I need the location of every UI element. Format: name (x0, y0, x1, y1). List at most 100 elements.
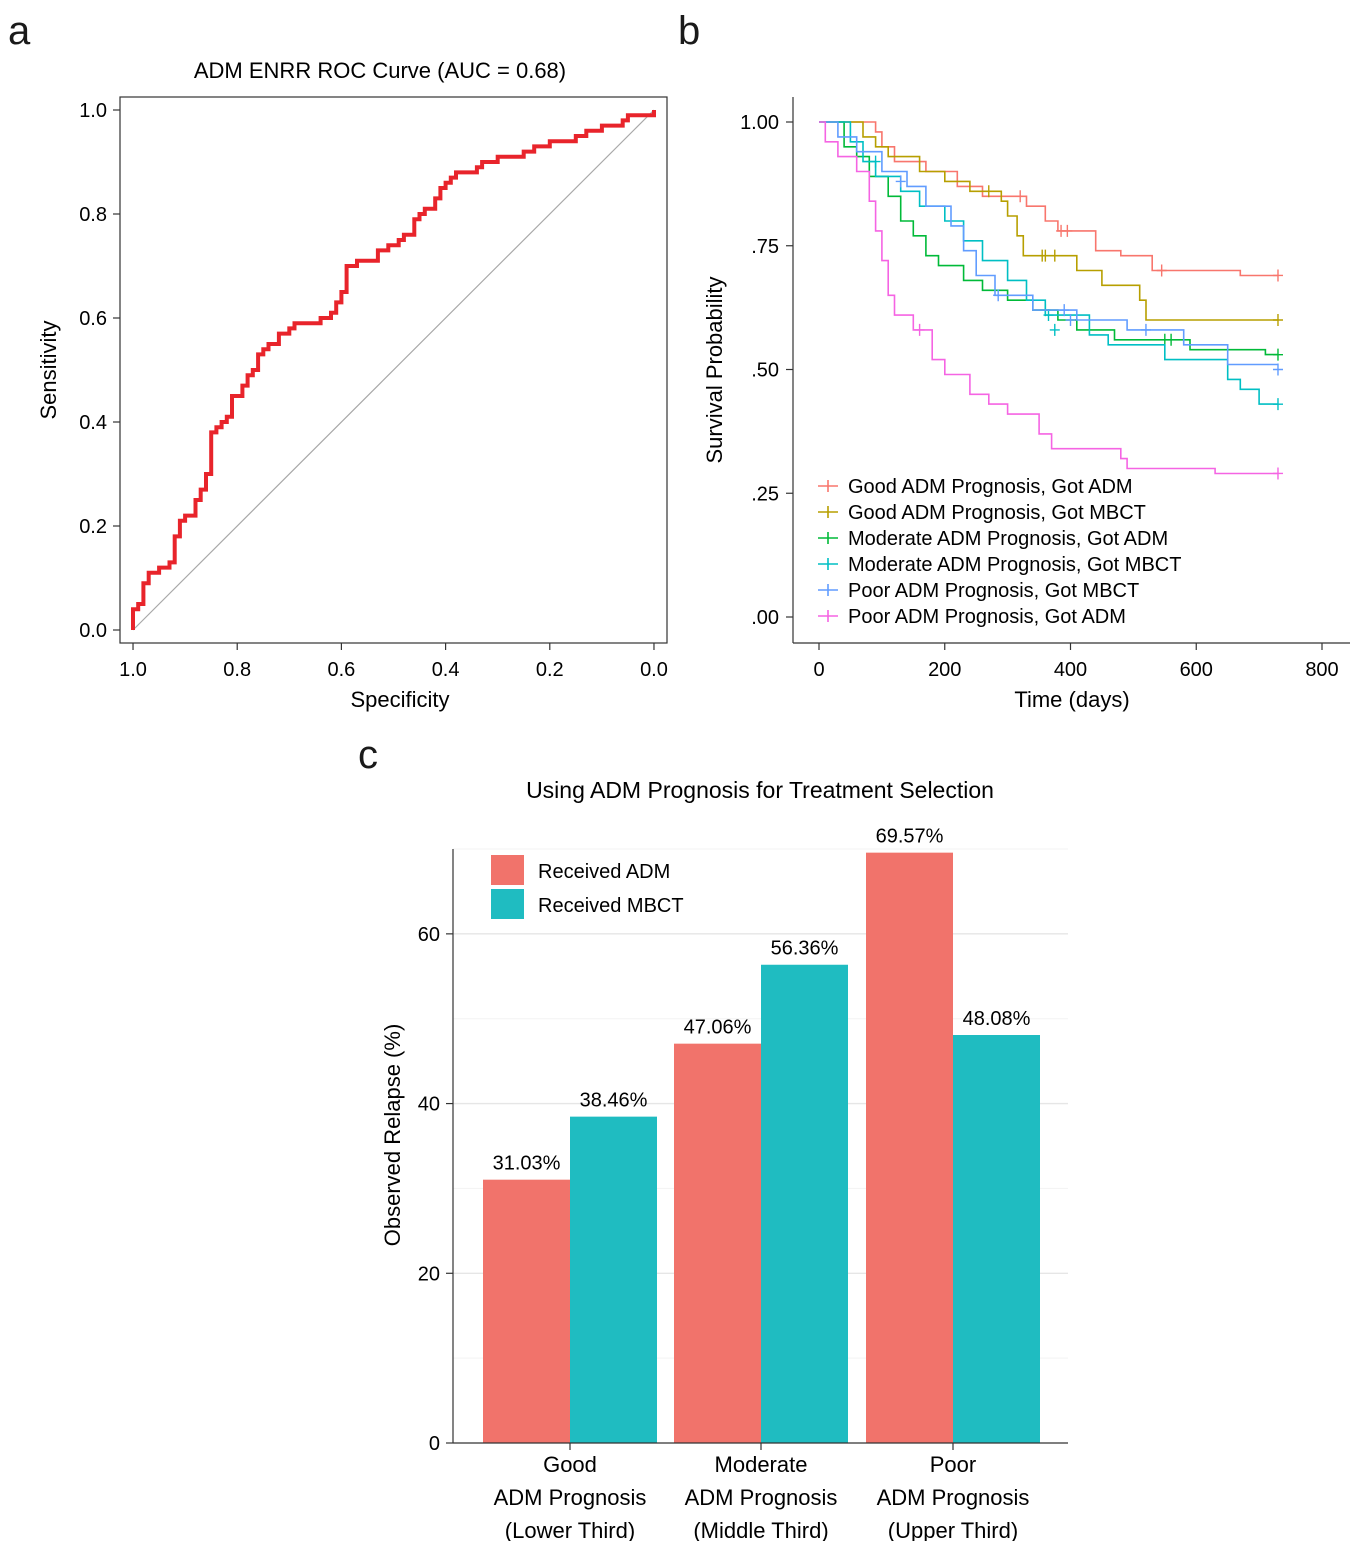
bar-y-tick-label: 40 (418, 1094, 440, 1116)
km-legend-item: Moderate ADM Prognosis, Got ADM (818, 528, 1168, 550)
km-legend-item: Good ADM Prognosis, Got MBCT (818, 502, 1146, 524)
km-legend-label: Moderate ADM Prognosis, Got ADM (848, 528, 1168, 550)
km-x-label: Time (days) (1014, 687, 1129, 712)
bar-category-label: (Upper Third) (888, 1518, 1018, 1541)
km-censor-mark (993, 289, 1004, 302)
km-y-tick-label: .50 (751, 360, 779, 382)
roc-y-tick-label: 0.2 (79, 516, 107, 538)
km-censor-mark (1166, 333, 1177, 346)
bar-category-label: Poor (930, 1452, 976, 1477)
roc-x-label: Specificity (350, 687, 449, 712)
bar-adm-1 (483, 1179, 570, 1443)
km-censor-mark (870, 155, 881, 168)
km-y-tick-label: 1.00 (740, 112, 779, 134)
km-censor-mark (1015, 190, 1026, 203)
km-y-tick-label: .25 (751, 483, 779, 505)
km-censor-mark (914, 323, 925, 336)
km-legend-swatch (818, 558, 838, 570)
bar-category-label: (Middle Third) (693, 1518, 828, 1541)
km-legend-label: Moderate ADM Prognosis, Got MBCT (848, 554, 1181, 576)
bar-y-tick-label: 20 (418, 1263, 440, 1285)
km-legend-swatch (818, 506, 838, 518)
km-censor-mark (1049, 323, 1060, 336)
bar-mbct-3 (953, 1035, 1040, 1443)
km-x-tick-label: 600 (1180, 659, 1213, 681)
km-y-tick-label: .00 (751, 607, 779, 629)
survival-chart: 0 200 400 600 800 .00 .25 .50 .75 1.00 Good ADM … (702, 97, 1350, 712)
km-censor-mark (1272, 314, 1283, 326)
km-censor-mark (1062, 224, 1073, 237)
roc-x-tick-label: 0.0 (640, 659, 668, 681)
bar-value-label: 31.03% (493, 1153, 561, 1175)
km-censor-mark (1272, 363, 1283, 376)
km-censor-mark (1156, 264, 1167, 277)
km-censor-mark (1272, 348, 1283, 361)
km-censor-mark (1272, 398, 1283, 411)
roc-x-tick-label: 0.6 (327, 659, 355, 681)
km-legend-label: Poor ADM Prognosis, Got ADM (848, 606, 1126, 628)
bar-y-tick-label: 60 (418, 924, 440, 946)
bar-value-label: 69.57% (876, 826, 944, 848)
bar-value-label: 47.06% (684, 1017, 752, 1039)
roc-y-tick-label: 0.6 (79, 308, 107, 330)
km-censor-mark (1272, 467, 1283, 480)
km-legend-item: Poor ADM Prognosis, Got MBCT (818, 580, 1139, 602)
bar-mbct-1 (570, 1116, 657, 1443)
bar-adm-2 (674, 1043, 761, 1443)
km-x-tick-label: 200 (928, 659, 961, 681)
bar-category-label: (Lower Third) (505, 1518, 635, 1541)
km-x-tick-label: 400 (1054, 659, 1087, 681)
bar-category-label: Good (543, 1452, 597, 1477)
bar-title: Using ADM Prognosis for Treatment Select… (526, 777, 994, 803)
km-legend-label: Poor ADM Prognosis, Got MBCT (848, 580, 1139, 602)
roc-y-tick-label: 1.0 (79, 100, 107, 122)
km-censor-mark (1272, 269, 1283, 282)
panel-c-label: c (358, 733, 378, 777)
km-censor-mark (1065, 314, 1076, 326)
km-line-6 (819, 121, 1278, 475)
relapse-bar-chart: Using ADM Prognosis for Treatment Select… (380, 777, 1068, 1541)
roc-title: ADM ENRR ROC Curve (AUC = 0.68) (194, 58, 566, 83)
km-x-tick-label: 800 (1305, 659, 1338, 681)
bar-legend-item: Received ADM (491, 855, 670, 885)
bar-y-tick-label: 0 (429, 1433, 440, 1455)
km-legend-item: Good ADM Prognosis, Got ADM (818, 476, 1133, 498)
km-censor-mark (1049, 249, 1060, 262)
roc-y-tick-label: 0.8 (79, 204, 107, 226)
bar-legend-swatch (491, 889, 524, 919)
km-censor-mark (1140, 323, 1151, 336)
roc-x-tick-label: 0.2 (536, 659, 564, 681)
bar-y-label: Observed Relapse (%) (380, 1024, 405, 1247)
bar-value-label: 48.08% (963, 1008, 1031, 1030)
bar-adm-3 (866, 852, 953, 1443)
km-y-tick-label: .75 (751, 236, 779, 258)
km-legend-swatch (818, 532, 838, 544)
km-censor-mark (1040, 249, 1051, 262)
roc-curve-line (131, 110, 656, 630)
km-censor-mark (895, 175, 906, 188)
roc-plot-frame (119, 96, 668, 644)
bar-legend-swatch (491, 855, 524, 885)
km-legend-swatch (818, 584, 838, 596)
panel-b-label: b (678, 9, 700, 53)
roc-y-tick-label: 0.4 (79, 412, 107, 434)
km-censor-mark (1043, 309, 1054, 322)
roc-y-tick-label: 0.0 (79, 620, 107, 642)
km-x-tick-label: 0 (813, 659, 824, 681)
bar-legend-item: Received MBCT (491, 889, 684, 919)
bar-value-label: 56.36% (771, 938, 839, 960)
km-legend-swatch (818, 480, 838, 492)
roc-y-label: Sensitivity (36, 320, 61, 419)
bar-category-label: ADM Prognosis (494, 1485, 647, 1510)
km-line-5 (819, 121, 1278, 366)
km-line-2 (819, 121, 1278, 321)
roc-chart: ADM ENRR ROC Curve (AUC = 0.68) 1.0 0.8 0.… (36, 58, 668, 712)
km-censor-mark (1059, 304, 1070, 317)
bar-mbct-2 (761, 964, 848, 1443)
roc-x-tick-label: 0.8 (223, 659, 251, 681)
km-line-1 (819, 121, 1278, 277)
bar-value-label: 38.46% (580, 1090, 648, 1112)
km-legend-item: Poor ADM Prognosis, Got ADM (818, 606, 1126, 628)
panel-a-label: a (8, 9, 31, 53)
